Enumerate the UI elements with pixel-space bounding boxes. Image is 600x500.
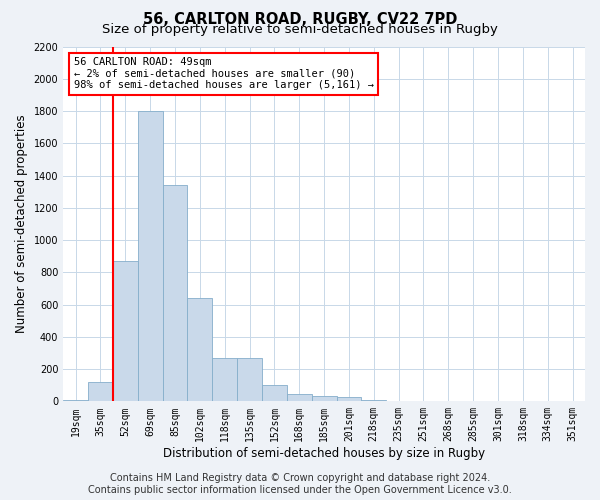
Bar xyxy=(262,385,287,402)
Y-axis label: Number of semi-detached properties: Number of semi-detached properties xyxy=(15,114,28,333)
Bar xyxy=(287,394,311,402)
Text: Size of property relative to semi-detached houses in Rugby: Size of property relative to semi-detach… xyxy=(102,22,498,36)
Bar xyxy=(361,400,386,402)
Bar xyxy=(436,400,461,402)
Bar xyxy=(88,382,113,402)
Text: 56 CARLTON ROAD: 49sqm
← 2% of semi-detached houses are smaller (90)
98% of semi: 56 CARLTON ROAD: 49sqm ← 2% of semi-deta… xyxy=(74,57,374,90)
Bar xyxy=(63,400,88,402)
Text: 56, CARLTON ROAD, RUGBY, CV22 7PD: 56, CARLTON ROAD, RUGBY, CV22 7PD xyxy=(143,12,457,28)
Bar xyxy=(386,400,411,402)
Bar xyxy=(163,185,187,402)
Text: Contains HM Land Registry data © Crown copyright and database right 2024.
Contai: Contains HM Land Registry data © Crown c… xyxy=(88,474,512,495)
Bar xyxy=(337,398,361,402)
Bar xyxy=(113,261,138,402)
Bar xyxy=(411,400,436,402)
X-axis label: Distribution of semi-detached houses by size in Rugby: Distribution of semi-detached houses by … xyxy=(163,447,485,460)
Bar xyxy=(311,396,337,402)
Bar xyxy=(212,358,237,402)
Bar xyxy=(138,111,163,402)
Bar xyxy=(187,298,212,402)
Bar xyxy=(237,358,262,402)
